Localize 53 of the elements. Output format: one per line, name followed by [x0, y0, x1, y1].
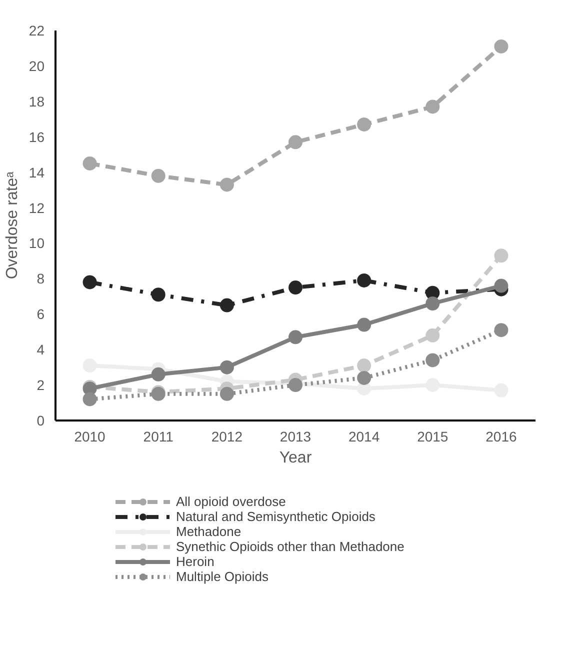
x-axis-title: Year — [279, 450, 312, 466]
point — [494, 323, 508, 338]
y-tick-label: 8 — [36, 270, 45, 287]
y-tick-label: 14 — [28, 164, 45, 180]
point — [288, 135, 302, 150]
point — [288, 330, 302, 344]
x-tick-label: 2015 — [417, 428, 448, 444]
x-tick-label: 2012 — [211, 428, 243, 444]
point — [220, 298, 234, 312]
point — [426, 353, 440, 368]
y-tick-label: 18 — [28, 93, 45, 110]
point — [220, 360, 234, 374]
point — [494, 278, 508, 293]
x-tick-label: 2010 — [74, 428, 106, 444]
legend-label: Synethic Opioids other than Methadone — [176, 539, 404, 554]
point — [151, 367, 166, 382]
legend-label: Multiple Opioids — [176, 569, 268, 584]
point — [82, 156, 97, 170]
y-tick-label: 16 — [28, 128, 45, 145]
point — [82, 392, 97, 406]
point — [426, 100, 440, 114]
legend-label: Heroin — [176, 554, 214, 569]
point — [494, 39, 508, 54]
point — [151, 288, 166, 302]
x-tick-label: 2013 — [280, 428, 312, 444]
point — [220, 178, 234, 192]
y-tick-label: 10 — [28, 235, 45, 252]
x-tick-label: 2014 — [348, 428, 380, 444]
x-tick-label: 2016 — [486, 428, 517, 444]
y-tick-label: 22 — [28, 22, 45, 38]
x-tick-label: 2011 — [143, 428, 174, 444]
legend-label: All opioid overdose — [176, 494, 286, 509]
point — [426, 296, 440, 310]
point — [357, 273, 372, 288]
point — [357, 117, 372, 132]
y-tick-label: 2 — [36, 377, 45, 394]
point — [82, 275, 97, 290]
point — [426, 328, 440, 342]
legend-label: Methadone — [176, 524, 242, 539]
point — [151, 168, 166, 183]
y-tick-label: 6 — [36, 306, 45, 322]
legend-label: Natural and Semisynthetic Opioids — [176, 509, 376, 524]
point — [357, 358, 372, 373]
point — [494, 248, 508, 263]
point — [288, 280, 302, 295]
point — [220, 386, 234, 401]
point — [357, 370, 372, 385]
y-tick-label: 20 — [28, 58, 45, 74]
point — [357, 318, 372, 332]
y-tick-label: 4 — [36, 342, 45, 358]
y-tick-label: 0 — [36, 412, 45, 428]
y-axis-title: Overdose rateᵃ — [4, 170, 21, 280]
y-tick-label: 12 — [28, 200, 45, 216]
